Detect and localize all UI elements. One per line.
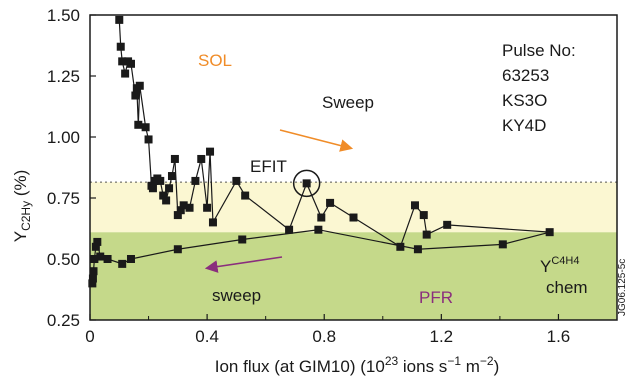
ychem-word: chem	[546, 278, 588, 297]
y-tick-label: 0.75	[47, 189, 80, 208]
data-point	[349, 213, 358, 222]
data-point	[206, 147, 215, 156]
pfr-label: PFR	[419, 288, 453, 307]
data-point	[173, 245, 182, 254]
data-point	[89, 267, 98, 276]
data-point	[208, 218, 217, 227]
y-tick-label: 0.50	[47, 250, 80, 269]
data-point	[170, 154, 179, 163]
x-tick-label: 0	[85, 327, 94, 346]
data-point	[116, 42, 125, 51]
x-tick-label: 1.6	[547, 327, 571, 346]
data-point	[241, 191, 250, 200]
data-point	[141, 123, 150, 132]
y-tick-label: 0.25	[47, 311, 80, 330]
data-point	[176, 206, 185, 215]
data-point	[121, 69, 130, 78]
background-bands	[90, 182, 617, 320]
sweep-top-label: Sweep	[322, 93, 374, 112]
pulse-line-ky4d: KY4D	[502, 116, 546, 135]
data-point	[443, 220, 452, 229]
data-point	[126, 255, 135, 263]
data-point	[134, 120, 143, 129]
data-point	[103, 255, 112, 263]
data-point	[413, 245, 422, 254]
sweep-bottom-arrow	[204, 256, 283, 273]
data-series	[88, 15, 554, 288]
x-tick-label: 1.2	[430, 327, 454, 346]
data-point	[396, 242, 405, 251]
data-point	[203, 203, 212, 212]
band-0	[90, 232, 617, 320]
figure-id: JG06.125-5c	[617, 259, 628, 316]
y-tick-label: 1.25	[47, 67, 80, 86]
data-point	[88, 274, 97, 283]
data-point	[118, 259, 127, 268]
efit-highlight-circle	[292, 169, 321, 198]
ychem-label: YC4H4	[540, 255, 579, 276]
data-point	[326, 198, 335, 207]
data-point	[285, 225, 294, 234]
sweep-bottom-label: sweep	[212, 286, 261, 305]
data-point	[167, 172, 176, 181]
y-tick-label: 1.50	[47, 6, 80, 25]
data-point	[191, 176, 200, 185]
y-tick-label: 1.00	[47, 128, 80, 147]
data-point	[131, 91, 140, 100]
x-axis-label: Ion flux (at GIM10) (1023 ions s−1 m−2)	[215, 354, 500, 376]
data-point	[317, 213, 326, 222]
sol-label: SOL	[198, 51, 232, 70]
data-point	[162, 196, 171, 205]
data-point	[96, 252, 105, 261]
data-point	[91, 242, 100, 251]
data-point	[115, 15, 124, 24]
data-point	[197, 154, 206, 163]
data-point	[422, 230, 431, 239]
pulse-number: 63253	[502, 66, 549, 85]
axis-ticks	[89, 14, 618, 321]
data-point	[144, 135, 153, 144]
data-point	[148, 184, 157, 193]
data-point	[498, 240, 507, 249]
data-point	[302, 179, 311, 188]
data-point	[159, 191, 168, 200]
plot-frame	[89, 14, 618, 321]
data-point	[185, 203, 194, 212]
data-point	[156, 176, 165, 185]
data-point	[545, 228, 554, 237]
pulse-label: Pulse No:	[502, 41, 576, 60]
axis-tick-labels: 0 0.4 0.8 1.2 1.6 0.25 0.50 0.75 1.00 1.25 1.50	[47, 6, 570, 346]
data-point	[179, 201, 188, 210]
x-tick-label: 0.4	[195, 327, 219, 346]
pulse-line-ks3o: KS3O	[502, 91, 547, 110]
data-point	[165, 184, 174, 193]
data-point	[238, 235, 247, 244]
data-point	[126, 59, 135, 68]
data-point	[232, 176, 241, 185]
data-point	[173, 211, 182, 220]
data-point	[135, 81, 144, 90]
data-point	[88, 279, 97, 288]
x-tick-label: 0.8	[312, 327, 336, 346]
efit-label: EFIT	[250, 157, 287, 176]
data-point	[118, 57, 127, 66]
y-axis-label: YC2Hy (%)	[11, 170, 33, 243]
data-point	[314, 225, 323, 234]
data-point	[93, 237, 102, 246]
data-point	[419, 211, 428, 220]
sweep-top-arrow	[279, 129, 354, 152]
data-point	[410, 201, 419, 210]
